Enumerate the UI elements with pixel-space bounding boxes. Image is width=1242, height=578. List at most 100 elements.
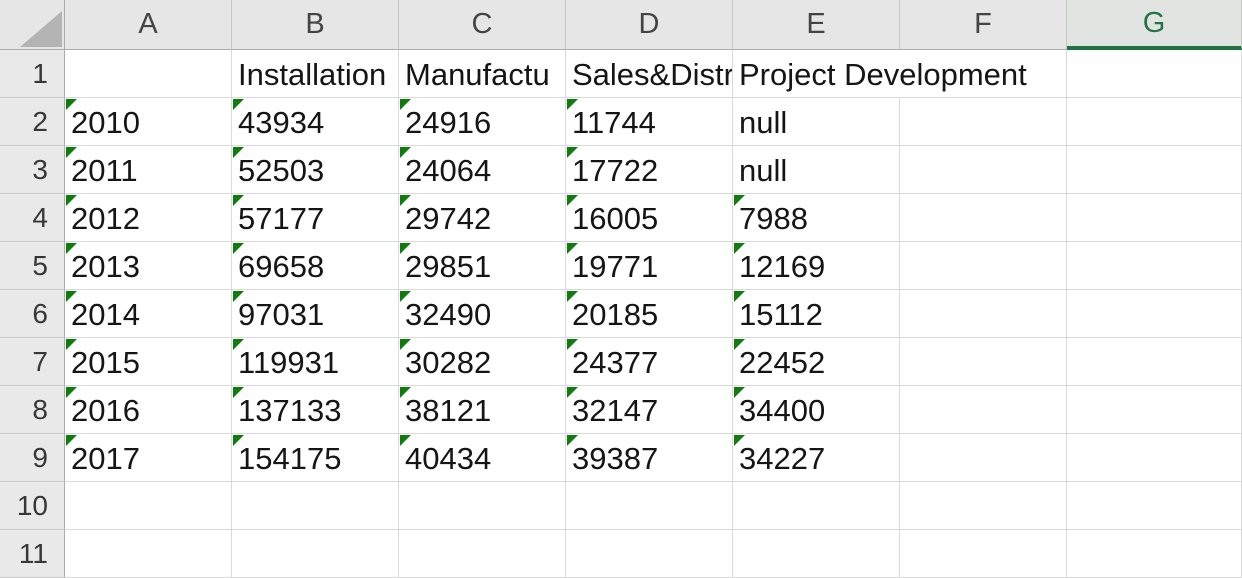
cell-E5[interactable]: 12169 <box>733 242 900 290</box>
cell-G10[interactable] <box>1067 482 1242 530</box>
cell-D3[interactable]: 17722 <box>566 146 733 194</box>
column-header-e[interactable]: E <box>733 0 900 50</box>
column-header-f[interactable]: F <box>900 0 1067 50</box>
cell-F10[interactable] <box>900 482 1067 530</box>
select-all-button[interactable] <box>0 0 65 50</box>
cell-E7[interactable]: 22452 <box>733 338 900 386</box>
column-header-c[interactable]: C <box>399 0 566 50</box>
cell-C8[interactable]: 38121 <box>399 386 566 434</box>
cell-F9[interactable] <box>900 434 1067 482</box>
cell-B8[interactable]: 137133 <box>232 386 399 434</box>
cell-F3[interactable] <box>900 146 1067 194</box>
cell-F7[interactable] <box>900 338 1067 386</box>
row-header-label: 10 <box>16 489 48 521</box>
column-header-b[interactable]: B <box>232 0 399 50</box>
row-header-7[interactable]: 7 <box>0 338 65 386</box>
row-header-8[interactable]: 8 <box>0 386 65 434</box>
cell-B1[interactable]: Installation <box>232 50 399 98</box>
cell-B2[interactable]: 43934 <box>232 98 399 146</box>
cell-B11[interactable] <box>232 530 399 578</box>
cell-D9[interactable]: 39387 <box>566 434 733 482</box>
row-header-3[interactable]: 3 <box>0 146 65 194</box>
cell-D8[interactable]: 32147 <box>566 386 733 434</box>
cell-A4[interactable]: 2012 <box>65 194 232 242</box>
cell-G8[interactable] <box>1067 386 1242 434</box>
cell-A10[interactable] <box>65 482 232 530</box>
cell-D10[interactable] <box>566 482 733 530</box>
cell-E8[interactable]: 34400 <box>733 386 900 434</box>
row-header-1[interactable]: 1 <box>0 50 65 98</box>
cell-C6[interactable]: 32490 <box>399 290 566 338</box>
row-header-11[interactable]: 11 <box>0 530 65 578</box>
cell-B5[interactable]: 69658 <box>232 242 399 290</box>
row-header-5[interactable]: 5 <box>0 242 65 290</box>
cell-D2[interactable]: 11744 <box>566 98 733 146</box>
cell-text: 7988 <box>739 201 808 236</box>
cell-C3[interactable]: 24064 <box>399 146 566 194</box>
cell-B3[interactable]: 52503 <box>232 146 399 194</box>
cell-E9[interactable]: 34227 <box>733 434 900 482</box>
cell-D11[interactable] <box>566 530 733 578</box>
cell-G2[interactable] <box>1067 98 1242 146</box>
cell-D7[interactable]: 24377 <box>566 338 733 386</box>
cell-C7[interactable]: 30282 <box>399 338 566 386</box>
row-header-4[interactable]: 4 <box>0 194 65 242</box>
cell-F4[interactable] <box>900 194 1067 242</box>
cell-B4[interactable]: 57177 <box>232 194 399 242</box>
cell-C9[interactable]: 40434 <box>399 434 566 482</box>
cell-C5[interactable]: 29851 <box>399 242 566 290</box>
row-header-10[interactable]: 10 <box>0 482 65 530</box>
row-header-2[interactable]: 2 <box>0 98 65 146</box>
cell-A1[interactable] <box>65 50 232 98</box>
cell-C10[interactable] <box>399 482 566 530</box>
cell-E11[interactable] <box>733 530 900 578</box>
cell-F11[interactable] <box>900 530 1067 578</box>
row-header-6[interactable]: 6 <box>0 290 65 338</box>
text-error-indicator-icon <box>567 147 578 158</box>
cell-C11[interactable] <box>399 530 566 578</box>
cell-A5[interactable]: 2013 <box>65 242 232 290</box>
column-header-a[interactable]: A <box>65 0 232 50</box>
cell-G6[interactable] <box>1067 290 1242 338</box>
cell-G1[interactable] <box>1067 50 1242 98</box>
cell-C4[interactable]: 29742 <box>399 194 566 242</box>
cell-F1[interactable] <box>900 50 1067 98</box>
cell-A2[interactable]: 2010 <box>65 98 232 146</box>
cell-G7[interactable] <box>1067 338 1242 386</box>
cell-G4[interactable] <box>1067 194 1242 242</box>
cell-D6[interactable]: 20185 <box>566 290 733 338</box>
cell-D5[interactable]: 19771 <box>566 242 733 290</box>
cell-E2[interactable]: null <box>733 98 900 146</box>
cell-B7[interactable]: 119931 <box>232 338 399 386</box>
cell-A11[interactable] <box>65 530 232 578</box>
cell-C1[interactable]: Manufactu <box>399 50 566 98</box>
cell-E4[interactable]: 7988 <box>733 194 900 242</box>
cell-B10[interactable] <box>232 482 399 530</box>
cell-text: 2014 <box>71 297 140 332</box>
column-header-d[interactable]: D <box>566 0 733 50</box>
cell-A9[interactable]: 2017 <box>65 434 232 482</box>
cell-C2[interactable]: 24916 <box>399 98 566 146</box>
cell-A6[interactable]: 2014 <box>65 290 232 338</box>
column-header-g[interactable]: G <box>1067 0 1242 50</box>
cell-A3[interactable]: 2011 <box>65 146 232 194</box>
cell-E1[interactable]: Project Development <box>733 50 1027 98</box>
cell-G3[interactable] <box>1067 146 1242 194</box>
cell-B9[interactable]: 154175 <box>232 434 399 482</box>
cell-G9[interactable] <box>1067 434 1242 482</box>
cell-A8[interactable]: 2016 <box>65 386 232 434</box>
cell-F8[interactable] <box>900 386 1067 434</box>
cell-D4[interactable]: 16005 <box>566 194 733 242</box>
cell-D1[interactable]: Sales&Distr <box>566 50 733 98</box>
cell-B6[interactable]: 97031 <box>232 290 399 338</box>
cell-G11[interactable] <box>1067 530 1242 578</box>
cell-G5[interactable] <box>1067 242 1242 290</box>
cell-E10[interactable] <box>733 482 900 530</box>
cell-F5[interactable] <box>900 242 1067 290</box>
cell-E3[interactable]: null <box>733 146 900 194</box>
cell-E6[interactable]: 15112 <box>733 290 900 338</box>
cell-F2[interactable] <box>900 98 1067 146</box>
cell-F6[interactable] <box>900 290 1067 338</box>
cell-A7[interactable]: 2015 <box>65 338 232 386</box>
row-header-9[interactable]: 9 <box>0 434 65 482</box>
